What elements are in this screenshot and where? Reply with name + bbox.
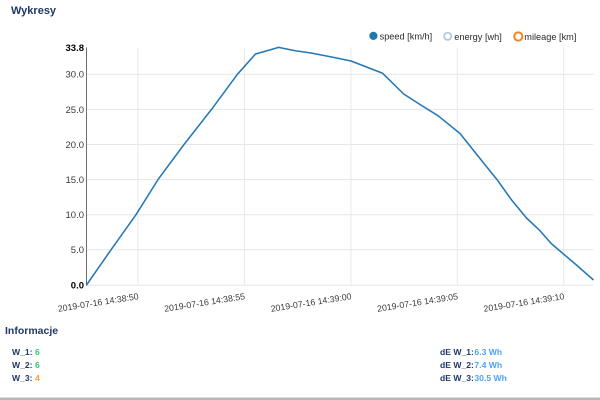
- svg-text:20.0: 20.0: [66, 140, 85, 151]
- svg-text:25.0: 25.0: [66, 105, 85, 116]
- svg-text:energy [wh]: energy [wh]: [454, 32, 502, 42]
- svg-text:5.0: 5.0: [71, 245, 84, 256]
- svg-text:0.0: 0.0: [71, 280, 84, 291]
- svg-text:2019-07-16 14:38:55: 2019-07-16 14:38:55: [163, 291, 245, 314]
- svg-text:33.8: 33.8: [66, 43, 85, 54]
- svg-text:15.0: 15.0: [66, 175, 85, 186]
- svg-text:2019-07-16 14:39:05: 2019-07-16 14:39:05: [376, 291, 458, 314]
- svg-text:2019-07-16 14:38:50: 2019-07-16 14:38:50: [57, 291, 139, 314]
- svg-text:10.0: 10.0: [66, 210, 85, 221]
- svg-text:2019-07-16 14:39:10: 2019-07-16 14:39:10: [483, 291, 565, 314]
- svg-text:mileage [km]: mileage [km]: [524, 32, 576, 42]
- svg-text:2019-07-16 14:39:00: 2019-07-16 14:39:00: [270, 291, 352, 314]
- svg-text:speed [km/h]: speed [km/h]: [380, 32, 433, 42]
- svg-text:30.0: 30.0: [66, 70, 85, 81]
